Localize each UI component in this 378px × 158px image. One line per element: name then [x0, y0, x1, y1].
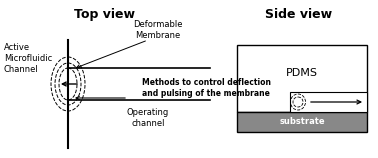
- Text: substrate: substrate: [279, 118, 325, 127]
- Text: Methods to control deflection
and pulsing of the membrane: Methods to control deflection and pulsin…: [142, 78, 271, 98]
- Text: Side view: Side view: [265, 8, 333, 21]
- Bar: [237, 45, 367, 112]
- Bar: [237, 112, 367, 132]
- Text: Deformable
Membrane: Deformable Membrane: [133, 20, 183, 40]
- Text: PDMS: PDMS: [286, 67, 318, 78]
- Text: Active
Microfluidic
Channel: Active Microfluidic Channel: [4, 43, 52, 74]
- Text: Operating
channel: Operating channel: [127, 108, 169, 128]
- Bar: [290, 92, 367, 112]
- Text: Top view: Top view: [74, 8, 135, 21]
